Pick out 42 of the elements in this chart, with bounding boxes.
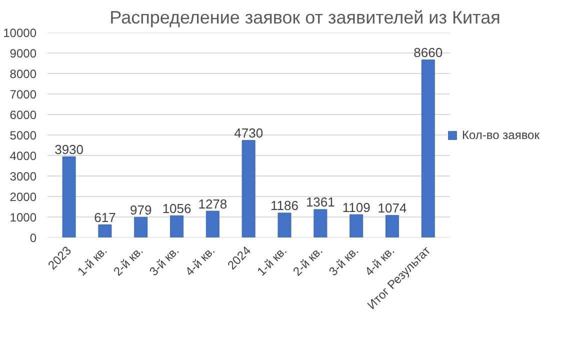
bar bbox=[350, 214, 364, 238]
y-tick-label: 4000 bbox=[10, 149, 37, 163]
y-tick-label: 3000 bbox=[10, 170, 37, 184]
y-tick-label: 8000 bbox=[10, 67, 37, 81]
data-label: 8660 bbox=[414, 44, 443, 60]
bar bbox=[278, 212, 292, 238]
data-label: 979 bbox=[130, 202, 152, 218]
y-tick-label: 7000 bbox=[10, 88, 37, 102]
x-tick-label: 3-й кв. bbox=[326, 244, 362, 279]
data-label: 1056 bbox=[162, 200, 192, 216]
data-label: 3930 bbox=[54, 142, 84, 157]
bar bbox=[170, 215, 184, 238]
bar bbox=[62, 156, 76, 238]
y-tick-label: 1000 bbox=[10, 210, 37, 224]
chart-title: Распределение заявок от заявителей из Китая bbox=[110, 8, 500, 28]
data-label: 1278 bbox=[198, 196, 228, 212]
x-tick-label: 4-й кв. bbox=[182, 244, 218, 279]
data-label: 1109 bbox=[342, 200, 370, 215]
x-tick-label: 1-й кв. bbox=[74, 244, 110, 279]
bar bbox=[421, 59, 435, 238]
y-tick-label: 5000 bbox=[10, 128, 37, 142]
bar bbox=[206, 210, 220, 238]
bar bbox=[242, 140, 256, 238]
data-label: 1361 bbox=[306, 194, 335, 210]
data-label: 617 bbox=[94, 210, 116, 225]
bar bbox=[134, 216, 148, 238]
x-tick-label: 3-й кв. bbox=[146, 244, 182, 279]
y-tick-label: 10000 bbox=[3, 26, 37, 40]
bar bbox=[98, 224, 112, 238]
data-label: 4730 bbox=[234, 126, 264, 141]
bar bbox=[314, 209, 328, 238]
x-tick-label: 2-й кв. bbox=[110, 244, 146, 279]
x-tick-label: 2-й кв. bbox=[290, 244, 326, 279]
y-tick-label: 9000 bbox=[10, 46, 37, 60]
y-tick-label: 6000 bbox=[10, 108, 37, 122]
y-tick-label: 0 bbox=[30, 231, 37, 245]
bar bbox=[385, 214, 400, 238]
data-label: 1186 bbox=[270, 198, 298, 214]
legend-label: Кол-во заявок bbox=[462, 128, 540, 142]
y-tick-label: 2000 bbox=[10, 190, 37, 204]
x-tick-label: 1-й кв. bbox=[254, 244, 290, 279]
data-label: 1074 bbox=[378, 200, 407, 216]
